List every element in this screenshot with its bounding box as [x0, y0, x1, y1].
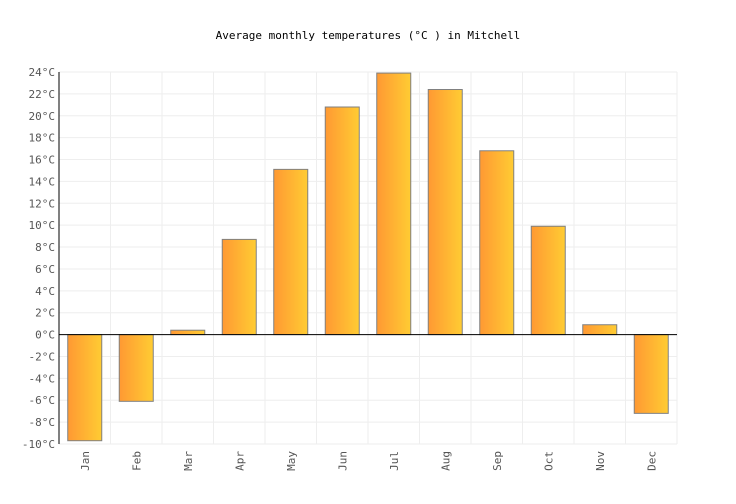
bar-mar — [170, 329, 206, 336]
y-tick-label: -10°C — [22, 438, 55, 451]
bar-feb — [118, 334, 154, 402]
y-tick-label: -2°C — [29, 350, 56, 363]
x-tick-label: Jan — [79, 451, 92, 471]
bar-aug — [427, 89, 463, 336]
y-tick-label: 18°C — [29, 132, 56, 145]
bar-jan — [67, 334, 103, 442]
chart-title: Average monthly temperatures (°C ) in Mi… — [215, 29, 521, 42]
y-tick-label: -6°C — [29, 394, 56, 407]
x-tick-label: Nov — [594, 451, 607, 471]
bar-nov — [582, 324, 618, 336]
y-tick-label: 0°C — [35, 329, 55, 342]
y-tick-label: 12°C — [29, 197, 56, 210]
y-tick-label: 6°C — [35, 263, 55, 276]
bar-dec — [633, 334, 669, 414]
x-tick-label: Mar — [182, 451, 195, 471]
y-tick-label: 10°C — [29, 219, 56, 232]
x-tick-label: Apr — [233, 451, 246, 471]
y-tick-label: 14°C — [29, 175, 56, 188]
x-tick-label: Jul — [388, 451, 401, 471]
x-tick-label: Dec — [645, 451, 658, 471]
y-tick-label: 20°C — [29, 110, 56, 123]
y-tick-label: 22°C — [29, 88, 56, 101]
x-tick-label: Jun — [336, 451, 349, 471]
y-tick-label: -8°C — [29, 416, 56, 429]
bar-jun — [324, 106, 360, 336]
bar-jul — [376, 72, 412, 336]
bar-sep — [479, 150, 515, 336]
x-tick-label: Aug — [439, 451, 452, 471]
bar-may — [273, 168, 309, 336]
x-tick-label: Sep — [491, 451, 504, 471]
y-tick-label: 24°C — [29, 66, 56, 79]
y-tick-label: 2°C — [35, 307, 55, 320]
x-tick-label: Oct — [542, 451, 555, 471]
x-tick-label: Feb — [130, 451, 143, 471]
y-tick-label: -4°C — [29, 372, 56, 385]
y-tick-label: 16°C — [29, 154, 56, 167]
bar-apr — [221, 238, 257, 336]
y-tick-label: 4°C — [35, 285, 55, 298]
x-tick-label: May — [285, 451, 298, 471]
bar-oct — [530, 225, 566, 336]
y-tick-label: 8°C — [35, 241, 55, 254]
